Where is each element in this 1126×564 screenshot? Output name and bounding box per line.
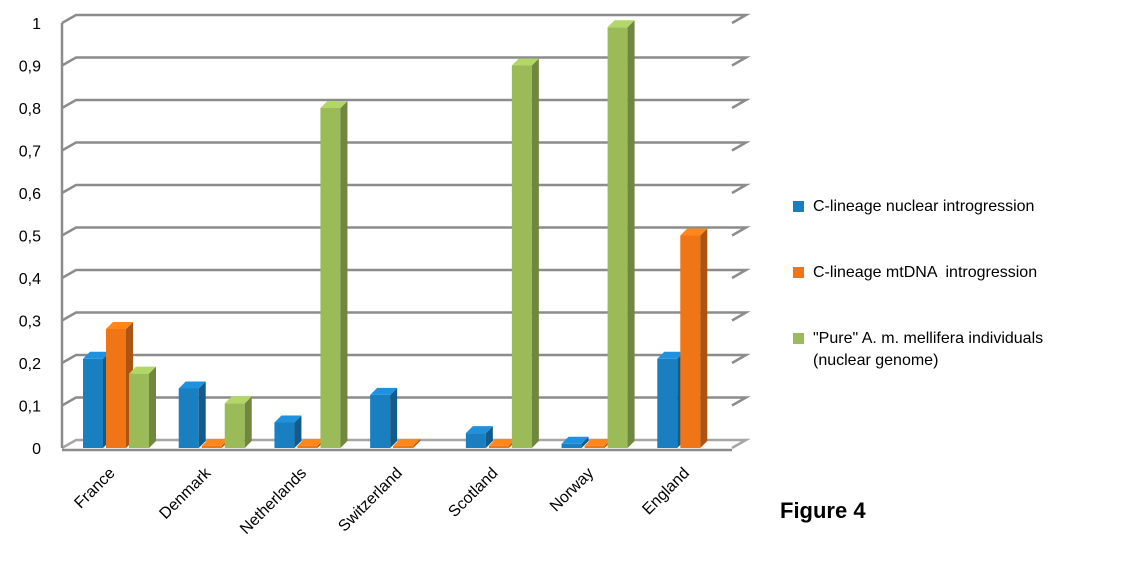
figure-caption: Figure 4 — [780, 498, 866, 523]
legend-swatch — [793, 267, 804, 278]
bar — [274, 415, 302, 448]
legend-item: C-lineage mtDNA introgression — [793, 262, 1123, 284]
bar — [657, 351, 685, 448]
bar — [320, 101, 348, 448]
y-tick-label: 0,7 — [19, 144, 41, 161]
y-tick-label: 0,2 — [19, 356, 41, 373]
legend-label: "Pure" A. m. mellifera individuals (nucl… — [813, 330, 1044, 369]
y-tick-label: 0,5 — [19, 229, 41, 246]
x-tick-label: England — [639, 465, 693, 519]
x-tick-label: France — [71, 465, 118, 512]
bars — [83, 20, 708, 448]
bar — [178, 381, 206, 448]
gridline — [61, 13, 751, 25]
x-tick-label: Netherlands — [237, 465, 310, 538]
x-tick-label: Switzerland — [335, 465, 406, 536]
gridline — [61, 396, 751, 407]
bar — [106, 322, 133, 448]
gridline — [61, 311, 751, 322]
y-tick-label: 0 — [32, 441, 41, 458]
gridline — [61, 183, 751, 195]
x-tick-label: Denmark — [156, 464, 215, 523]
bar — [561, 436, 589, 448]
gridline — [61, 98, 751, 110]
bar — [511, 58, 539, 448]
legend-item: "Pure" A. m. mellifera individuals (nucl… — [793, 328, 1123, 372]
gridline — [61, 268, 751, 280]
gridline — [61, 141, 751, 152]
axes — [60, 23, 732, 452]
legend-swatch — [793, 201, 804, 212]
bar — [465, 426, 493, 448]
bar — [224, 396, 252, 448]
bar — [607, 20, 635, 448]
y-tick-labels: 0 0,1 0,2 0,3 0,4 0,5 0,6 0,7 0,8 0,9 1 — [19, 16, 41, 458]
y-tick-label: 0,8 — [19, 101, 41, 118]
y-tick-label: 0,4 — [19, 271, 41, 288]
y-tick-label: 0,3 — [19, 314, 41, 331]
x-tick-label: Scotland — [445, 465, 501, 521]
x-tick-label: Norway — [547, 465, 597, 515]
legend: C-lineage nuclear introgression C-lineag… — [793, 196, 1123, 372]
legend-label: C-lineage mtDNA introgression — [813, 264, 1038, 281]
y-tick-label: 0,1 — [19, 399, 41, 416]
bar — [129, 366, 156, 448]
gridlines — [61, 13, 751, 450]
legend-swatch — [793, 333, 804, 344]
legend-item: C-lineage nuclear introgression — [793, 196, 1123, 218]
y-tick-label: 1 — [32, 16, 41, 33]
y-tick-label: 0,9 — [19, 59, 41, 76]
bar — [680, 228, 708, 448]
legend-label: C-lineage nuclear introgression — [813, 198, 1035, 215]
gridline — [61, 353, 751, 365]
bar — [393, 438, 421, 448]
x-tick-labels: France Denmark Netherlands Switzerland Scotl… — [71, 464, 693, 538]
bar — [370, 387, 398, 448]
gridline — [61, 226, 751, 237]
bar — [83, 351, 110, 448]
gridline — [61, 56, 751, 67]
y-tick-label: 0,6 — [19, 186, 41, 203]
